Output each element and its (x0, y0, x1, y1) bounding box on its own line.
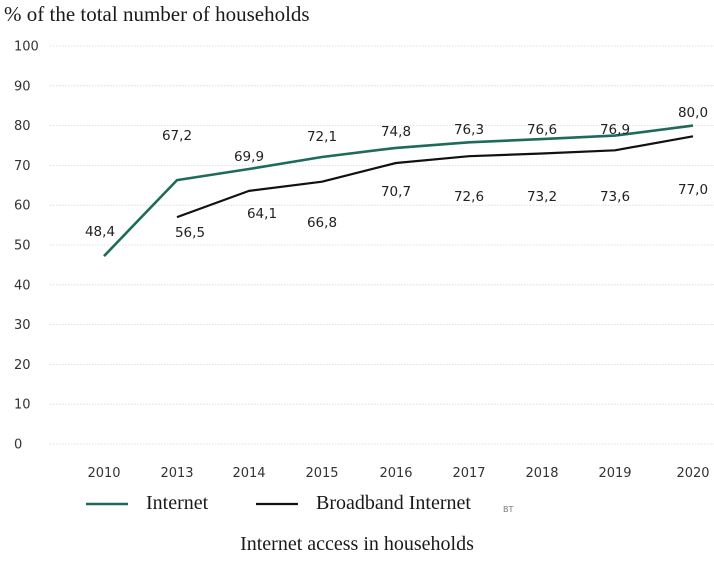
data-label-internet-2013: 67,2 (162, 128, 192, 144)
x-tick-2020: 2020 (676, 466, 709, 481)
data-label-broadband-2014: 64,1 (247, 206, 277, 222)
y-tick-60: 60 (14, 199, 31, 214)
y-tick-70: 70 (14, 159, 31, 174)
x-tick-2015: 2015 (305, 466, 338, 481)
chart-caption: Internet access in households (240, 533, 474, 555)
data-label-broadband-2016: 70,7 (381, 184, 411, 200)
legend-label-broadband: Broadband Internet (316, 492, 471, 514)
data-label-internet-2010: 48,4 (85, 224, 115, 240)
y-tick-90: 90 (14, 79, 31, 94)
x-tick-2013: 2013 (160, 466, 193, 481)
series-lines (103, 124, 694, 258)
series-line-broadband (176, 135, 694, 219)
data-label-internet-2018: 76,6 (527, 122, 557, 138)
data-label-broadband-2019: 73,6 (600, 189, 630, 205)
x-tick-2010: 2010 (87, 466, 120, 481)
series-line-internet (103, 124, 694, 258)
data-label-internet-2016: 74,8 (381, 124, 411, 140)
legend-label-broadband-suffix: BT (503, 505, 513, 514)
y-tick-labels: 0 10 20 30 40 50 60 70 80 90 100 (14, 40, 39, 453)
data-label-broadband-2020: 77,0 (678, 182, 708, 198)
x-tick-2017: 2017 (452, 466, 485, 481)
legend: Internet Broadband Internet BT (86, 492, 513, 514)
x-tick-2018: 2018 (525, 466, 558, 481)
y-tick-40: 40 (14, 278, 31, 293)
x-tick-2016: 2016 (379, 466, 412, 481)
data-label-broadband-2015: 66,8 (307, 215, 337, 231)
data-label-internet-2014: 69,9 (234, 149, 264, 165)
x-tick-labels: 2010 2013 2014 2015 2016 2017 2018 2019 2020 (87, 466, 709, 481)
y-tick-100: 100 (14, 40, 39, 55)
y-axis-title: % of the total number of households (4, 2, 310, 26)
data-label-broadband-2017: 72,6 (454, 189, 484, 205)
data-label-internet-2017: 76,3 (454, 122, 484, 138)
y-tick-50: 50 (14, 239, 31, 254)
data-label-internet-2019: 76,9 (600, 122, 630, 138)
y-tick-80: 80 (14, 119, 31, 134)
grid-lines (50, 45, 714, 445)
legend-label-internet: Internet (146, 492, 209, 514)
y-tick-20: 20 (14, 358, 31, 373)
data-labels: 48,4 67,2 69,9 72,1 74,8 76,3 76,6 76,9 80,0 56,5… (85, 105, 708, 241)
y-tick-30: 30 (14, 318, 31, 333)
y-tick-0: 0 (14, 438, 22, 453)
x-tick-2014: 2014 (232, 466, 265, 481)
y-tick-10: 10 (14, 398, 31, 413)
data-label-broadband-2013: 56,5 (175, 225, 205, 241)
x-tick-2019: 2019 (598, 466, 631, 481)
data-label-internet-2020: 80,0 (678, 105, 708, 121)
data-label-broadband-2018: 73,2 (527, 189, 557, 205)
data-label-internet-2015: 72,1 (307, 129, 337, 145)
